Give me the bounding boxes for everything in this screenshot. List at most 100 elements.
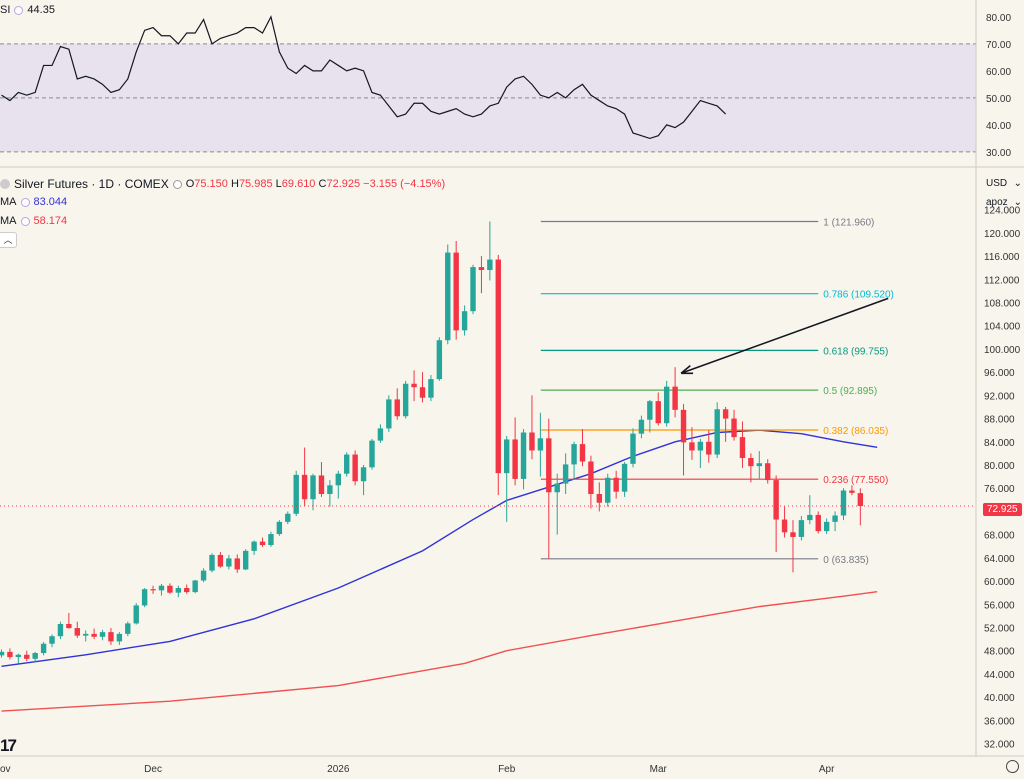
h-label: H: [230, 178, 239, 190]
candle-body: [445, 252, 451, 341]
candle-body: [285, 513, 291, 522]
candle-body: [487, 259, 493, 270]
candle-body: [680, 409, 687, 443]
candle-body: [108, 632, 114, 642]
candle-body: [478, 267, 485, 270]
candle-body: [706, 441, 712, 455]
candle-body: [739, 437, 746, 459]
candle-body: [672, 386, 678, 410]
rsi-y-tick: 60.00: [986, 67, 1011, 78]
settings-gear-icon[interactable]: [1006, 760, 1019, 773]
fib-level-label: 0.786 (109.520): [823, 290, 894, 301]
fib-level-label: 1 (121.960): [823, 217, 874, 228]
price-y-tick: 52.000: [984, 623, 1015, 634]
price-y-tick: 116.000: [984, 252, 1020, 263]
rsi-value: 44.35: [27, 4, 55, 16]
chevron-down-icon: ⌄: [1013, 197, 1022, 208]
candle-body: [150, 589, 156, 591]
candle-body: [655, 401, 661, 424]
x-tick-label: Mar: [650, 764, 668, 775]
candle-body: [546, 438, 552, 493]
candle-body: [175, 588, 182, 593]
candle-body: [495, 259, 501, 474]
low-value: 69.610: [281, 178, 316, 190]
ma200-settings-icon[interactable]: [20, 216, 30, 226]
candle-body: [318, 475, 325, 495]
ma200-legend: MA 58.174: [0, 215, 67, 227]
candle-body: [849, 490, 855, 493]
change-value: −3.155 (−4.15%): [363, 178, 446, 190]
x-tick-label: Apr: [819, 764, 835, 775]
candle-body: [562, 464, 569, 484]
candle-body: [377, 428, 384, 441]
open-value: 75.150: [194, 178, 228, 190]
ma50-legend: MA 83.044: [0, 196, 67, 208]
arrow-head: [680, 364, 691, 374]
price-y-tick: 108.000: [984, 298, 1021, 309]
ma50-label: MA: [0, 196, 17, 208]
candle-body: [226, 558, 232, 567]
price-y-tick: 88.000: [984, 415, 1015, 426]
candle-body: [402, 383, 409, 417]
candle-body: [234, 558, 240, 570]
candle-body: [335, 473, 341, 486]
candle-body: [579, 444, 586, 462]
candle-body: [352, 454, 358, 482]
candle-body: [0, 651, 5, 656]
candle-body: [588, 461, 594, 495]
candle-body: [731, 418, 737, 438]
candle-body: [638, 419, 645, 434]
ma200-label: MA: [0, 215, 17, 227]
o-label: O: [185, 178, 195, 190]
candle-body: [66, 624, 72, 629]
candle-body: [411, 383, 417, 388]
rsi-y-tick: 40.00: [986, 121, 1011, 132]
candle-body: [596, 494, 603, 503]
rsi-line: [1, 15, 727, 140]
candle-body: [293, 474, 299, 514]
candle-body: [529, 432, 535, 451]
candle-body: [116, 633, 123, 642]
candle-body: [141, 589, 148, 606]
candle-body: [83, 633, 89, 636]
candle-body: [360, 467, 367, 482]
ma50-line: [1, 429, 878, 668]
candle-body: [470, 267, 476, 312]
candle-body: [781, 519, 788, 533]
price-y-tick: 68.000: [984, 531, 1015, 542]
candle-body: [857, 493, 864, 507]
candle-body: [773, 480, 779, 520]
settings-ring-icon[interactable]: [14, 5, 24, 15]
candle-body: [571, 444, 577, 465]
fib-level-label: 0.236 (77.550): [823, 475, 888, 486]
candle-body: [133, 605, 139, 624]
price-y-tick: 84.000: [984, 438, 1015, 449]
fib-level-label: 0 (63.835): [823, 555, 869, 566]
collapse-legend-button[interactable]: ︿: [0, 232, 17, 248]
candle-body: [554, 483, 560, 493]
price-y-tick: 96.000: [984, 368, 1015, 379]
symbol-title[interactable]: Silver Futures · 1D · COMEX: [14, 177, 169, 191]
candle-body: [184, 588, 190, 593]
l-label: L: [275, 178, 282, 190]
candle-body: [7, 651, 13, 658]
candle-body: [663, 386, 670, 424]
candle-body: [512, 439, 518, 479]
symbol-status-icon: [172, 179, 182, 189]
currency-select[interactable]: USD ⌄: [986, 178, 1022, 189]
candle-body: [419, 387, 426, 398]
scale-select[interactable]: apoz ⌄: [986, 197, 1022, 208]
ma200-line: [1, 590, 878, 712]
ma50-settings-icon[interactable]: [20, 197, 30, 207]
ma200-value: 58.174: [33, 215, 68, 227]
candle-body: [209, 554, 215, 571]
x-tick-label: Dec: [144, 764, 162, 775]
price-y-tick: 76.000: [984, 484, 1015, 495]
price-y-tick: 40.000: [984, 693, 1015, 704]
candle-body: [158, 585, 165, 591]
candle-body: [722, 409, 729, 419]
ohlc-readout: O75.150 H75.985 L69.610 C72.925 −3.155 (…: [186, 178, 445, 190]
scale-label: apoz: [986, 197, 1008, 208]
candle-body: [832, 515, 838, 522]
